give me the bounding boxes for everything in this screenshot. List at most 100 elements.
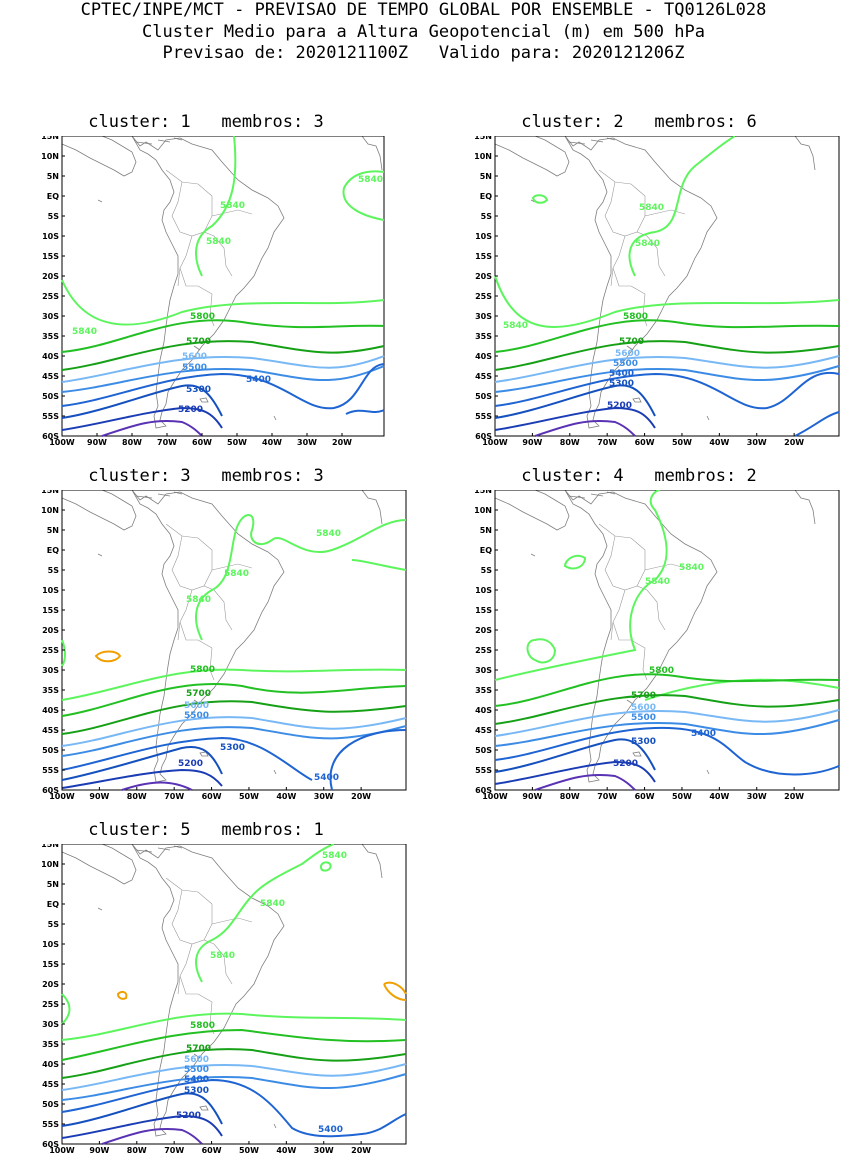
lat-tick-label: 55S (42, 1120, 59, 1129)
contour-label: 5840 (260, 899, 285, 909)
contour-5600 (61, 716, 407, 747)
contour-label: 5700 (186, 689, 211, 699)
contour-5400 (61, 1078, 407, 1138)
lat-tick-label: 10N (474, 152, 492, 161)
contour-5200 (61, 768, 223, 789)
lat-tick-label: 25S (42, 1000, 59, 1009)
lat-tick-label: 25S (475, 646, 492, 655)
lon-tick-label: 90W (87, 438, 107, 447)
contour-label: 5300 (220, 743, 245, 753)
contour-5500 (494, 719, 840, 747)
lon-tick-label: 70W (597, 792, 617, 801)
lat-tick-label: 55S (42, 412, 59, 421)
lat-tick-label: 5S (481, 212, 493, 221)
lon-tick-label: 40W (276, 792, 296, 801)
lat-tick-label: 15N (41, 136, 59, 141)
panel-title: cluster: 5 membros: 1 (88, 820, 324, 840)
contour-label: 5600 (182, 352, 207, 362)
lon-tick-label: 100W (49, 438, 75, 447)
lat-tick-label: 10N (41, 860, 59, 869)
contour-5700 (61, 1048, 407, 1079)
lon-axis: 100W 90W 80W 70W 60W 50W 40W 30W 20W (49, 433, 352, 447)
lat-tick-label: 30S (475, 666, 492, 675)
contour-5100 (101, 419, 203, 437)
lat-tick-label: 35S (42, 332, 59, 341)
contour-5800 (61, 682, 407, 717)
lat-axis: 15N 10N 5N EQ 5S 10S 15S 20S 25S 30S 35S 40S 45S 50S 5… (41, 490, 65, 795)
lat-tick-label: 10S (42, 586, 59, 595)
lon-tick-label: 30W (747, 792, 767, 801)
contour-label: 5800 (190, 312, 215, 322)
contour-5500 (61, 1073, 407, 1101)
contour-5100 (121, 781, 193, 791)
lon-tick-label: 80W (127, 792, 147, 801)
lat-tick-label: 10S (475, 232, 492, 241)
lat-tick-label: EQ (47, 900, 59, 909)
lat-tick-label: 35S (42, 1040, 59, 1049)
contour-label: 5500 (631, 713, 656, 723)
lon-tick-label: 90W (89, 1146, 109, 1155)
lat-tick-label: 40S (42, 352, 59, 361)
contour-5600 (494, 355, 840, 383)
lat-tick-label: 10S (475, 586, 492, 595)
contour-5840 (61, 1012, 407, 1041)
lat-tick-label: 50S (42, 392, 59, 401)
lat-tick-label: 55S (475, 412, 492, 421)
chart-title-line2: Cluster Medio para a Altura Geopotencial… (142, 22, 705, 42)
contour-label: 5840 (679, 563, 704, 573)
lat-tick-label: 25S (475, 292, 492, 301)
lat-tick-label: 60S (475, 786, 492, 795)
cluster-panel-5: cluster: 5 membros: 1 5840 5840 5840 580… (24, 820, 414, 1165)
lat-tick-label: 10N (41, 506, 59, 515)
contour-5400 (494, 371, 840, 410)
cluster-panel-2: cluster: 2 membros: 6 5840 5840 5840 580… (457, 112, 847, 457)
lat-tick-label: 60S (475, 432, 492, 441)
cluster-panel-1: cluster: 1 membros: 3 5840 5840 5840 584… (24, 112, 414, 457)
map-plot: 5840 5840 5840 5840 5800 5700 5600 5500 … (41, 136, 385, 447)
lon-tick-label: 40W (709, 438, 729, 447)
contour-label: 5300 (609, 379, 634, 389)
lat-tick-label: 25S (42, 646, 59, 655)
lat-tick-label: 30S (475, 312, 492, 321)
lat-tick-label: EQ (47, 546, 59, 555)
lat-tick-label: 45S (42, 1080, 59, 1089)
lat-tick-label: EQ (47, 192, 59, 201)
lat-tick-label: 20S (42, 980, 59, 989)
lon-tick-label: 80W (560, 438, 580, 447)
lat-tick-label: 5S (48, 212, 60, 221)
contour-5600 (61, 355, 385, 383)
lat-tick-label: 60S (42, 432, 59, 441)
lat-tick-label: 55S (42, 766, 59, 775)
contour-label: 5400 (609, 369, 634, 379)
lon-axis: 100W 90W 80W 70W 60W 50W 40W 30W 20W (482, 787, 804, 801)
cluster-panel-4: cluster: 4 membros: 2 5840 5840 5800 570… (457, 466, 847, 811)
contour-label: 5600 (615, 349, 640, 359)
lon-tick-label: 20W (784, 438, 804, 447)
lat-tick-label: 10N (41, 152, 59, 161)
lat-tick-label: 40S (475, 706, 492, 715)
lat-tick-label: 10S (42, 232, 59, 241)
lat-tick-label: 5S (48, 920, 60, 929)
contour-label: 5300 (184, 1086, 209, 1096)
contour-warm-cell (94, 650, 122, 663)
contour-5100 (534, 773, 636, 791)
contour-5100 (534, 419, 636, 437)
map-plot: 5840 5840 5800 5700 5600 5500 5400 5300 … (474, 490, 840, 801)
map-frame (494, 136, 840, 437)
contour-5840-edge (61, 993, 71, 1025)
lon-tick-label: 30W (314, 792, 334, 801)
contour-warm-cell (116, 990, 128, 1000)
lat-tick-label: 40S (42, 706, 59, 715)
lon-tick-label: 100W (482, 438, 508, 447)
contour-5840-cell (531, 194, 549, 204)
lat-tick-label: EQ (480, 546, 492, 555)
contour-5700 (494, 694, 840, 725)
contour-label: 5840 (316, 529, 341, 539)
lon-tick-label: 70W (164, 792, 184, 801)
lon-tick-label: 40W (276, 1146, 296, 1155)
lon-tick-label: 100W (49, 792, 75, 801)
lat-tick-label: 45S (475, 726, 492, 735)
lat-tick-label: 20S (475, 626, 492, 635)
contour-label: 5800 (623, 312, 648, 322)
contour-label: 5700 (186, 1044, 211, 1054)
